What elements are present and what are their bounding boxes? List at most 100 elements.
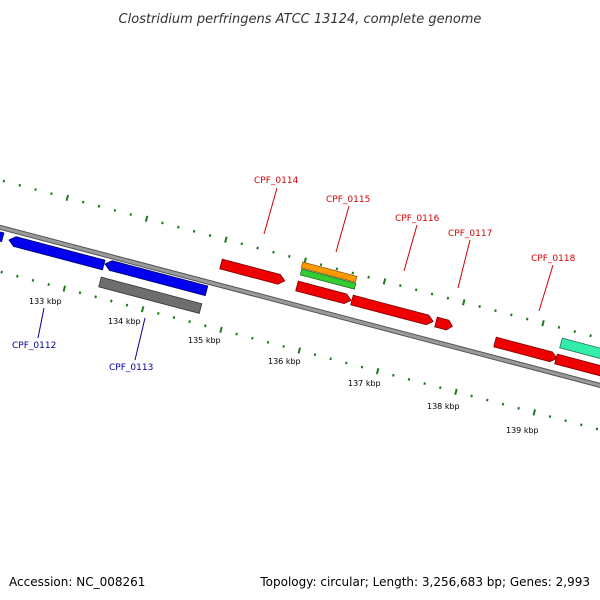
accession-text: Accession: NC_008261 bbox=[9, 575, 145, 589]
gene-feature-cpf0117[interactable] bbox=[434, 316, 454, 331]
major-tick bbox=[297, 347, 302, 354]
genome-backbone bbox=[0, 224, 600, 388]
major-tick bbox=[65, 194, 70, 202]
major-tick bbox=[454, 388, 458, 395]
minor-tick bbox=[97, 204, 101, 208]
minor-tick bbox=[399, 284, 402, 288]
gene-label-cpf0117[interactable]: CPF_0117 bbox=[448, 229, 492, 239]
major-tick bbox=[541, 320, 545, 327]
minor-tick bbox=[235, 332, 238, 336]
gene-feature-cpf0112[interactable] bbox=[8, 235, 106, 271]
gene-feature-right-red[interactable] bbox=[554, 353, 600, 380]
major-tick bbox=[532, 409, 537, 416]
minor-tick bbox=[319, 263, 323, 267]
gene-label-cpf0116[interactable]: CPF_0116 bbox=[395, 214, 440, 224]
minor-tick bbox=[345, 361, 348, 365]
gene-label-cpf0112[interactable]: CPF_0112 bbox=[12, 341, 56, 351]
minor-tick bbox=[50, 192, 53, 196]
minor-tick bbox=[329, 357, 332, 361]
minor-tick bbox=[486, 398, 489, 402]
gene-feature-right-teal[interactable] bbox=[559, 337, 600, 363]
minor-tick bbox=[282, 344, 285, 348]
minor-tick bbox=[573, 330, 577, 334]
minor-tick bbox=[125, 303, 129, 307]
minor-tick bbox=[34, 188, 37, 191]
gene-features bbox=[0, 226, 600, 380]
minor-tick bbox=[557, 325, 561, 329]
minor-tick bbox=[0, 270, 3, 274]
gene-feature-partial[interactable] bbox=[0, 226, 5, 243]
minor-tick bbox=[407, 377, 411, 381]
minor-tick bbox=[272, 250, 275, 254]
minor-tick bbox=[172, 316, 176, 319]
minor-tick bbox=[589, 334, 592, 338]
major-tick bbox=[219, 326, 223, 334]
minor-tick bbox=[110, 299, 113, 303]
minor-tick bbox=[256, 246, 259, 250]
minor-tick bbox=[510, 313, 513, 317]
gene-feature-cpf0113-blue[interactable] bbox=[104, 259, 209, 297]
minor-tick bbox=[240, 242, 244, 246]
gene-feature-cpf0115-green[interactable] bbox=[299, 268, 357, 290]
minor-tick bbox=[478, 305, 481, 308]
minor-tick bbox=[47, 283, 50, 286]
minor-tick bbox=[423, 382, 426, 386]
upper-tick-track bbox=[2, 179, 592, 338]
minor-tick bbox=[446, 296, 450, 300]
major-tick bbox=[375, 368, 380, 375]
scale-label: 136 kbp bbox=[268, 357, 301, 366]
gene-feature-cpf0114[interactable] bbox=[219, 258, 286, 286]
minor-tick bbox=[78, 291, 82, 295]
minor-tick bbox=[580, 423, 583, 427]
minor-tick bbox=[81, 200, 85, 204]
minor-tick bbox=[414, 288, 418, 292]
minor-tick bbox=[430, 292, 434, 296]
minor-tick bbox=[113, 208, 117, 212]
gene-label-cpf0114[interactable]: CPF_0114 bbox=[254, 176, 299, 186]
minor-tick bbox=[494, 309, 497, 313]
minor-tick bbox=[251, 336, 254, 340]
major-tick bbox=[140, 306, 145, 313]
topology-text: Topology: circular; Length: 3,256,683 bp… bbox=[259, 575, 590, 589]
minor-tick bbox=[2, 179, 6, 183]
scale-labels: 133 kbp 134 kbp 135 kbp 136 kbp 137 kbp … bbox=[29, 297, 539, 435]
gene-feature-cpf0115-orange[interactable] bbox=[300, 261, 358, 283]
gene-feature-cpf0113-grey[interactable] bbox=[98, 276, 203, 314]
minor-tick bbox=[367, 275, 370, 279]
minor-tick bbox=[564, 419, 567, 423]
gene-label-cpf0113[interactable]: CPF_0113 bbox=[109, 363, 153, 373]
minor-tick bbox=[525, 317, 529, 321]
scale-label: 139 kbp bbox=[506, 426, 539, 435]
minor-tick bbox=[266, 340, 270, 344]
minor-tick bbox=[335, 267, 339, 271]
lower-tick-track bbox=[0, 270, 599, 431]
minor-tick bbox=[470, 394, 473, 398]
gene-feature-cpf0118[interactable] bbox=[493, 336, 558, 363]
minor-tick bbox=[548, 415, 552, 419]
minor-tick bbox=[208, 234, 212, 237]
major-tick bbox=[224, 236, 228, 243]
gene-labels: CPF_0112 CPF_0113 CPF_0114 CPF_0115 CPF_… bbox=[12, 176, 576, 373]
gene-label-cpf0115[interactable]: CPF_0115 bbox=[326, 195, 370, 205]
minor-tick bbox=[31, 278, 35, 282]
gene-label-cpf0118[interactable]: CPF_0118 bbox=[531, 254, 576, 264]
major-tick bbox=[62, 285, 67, 292]
minor-tick bbox=[439, 386, 442, 390]
minor-tick bbox=[157, 311, 160, 315]
minor-tick bbox=[188, 320, 191, 324]
minor-tick bbox=[204, 324, 207, 328]
major-tick bbox=[462, 299, 466, 306]
gene-feature-cpf0116[interactable] bbox=[350, 294, 435, 326]
minor-tick bbox=[177, 225, 180, 229]
minor-tick bbox=[192, 229, 196, 233]
scale-label: 135 kbp bbox=[188, 336, 221, 345]
map-title: Clostridium perfringens ATCC 13124, comp… bbox=[119, 12, 482, 27]
minor-tick bbox=[392, 373, 395, 377]
gene-feature-cpf0115-red[interactable] bbox=[295, 280, 353, 305]
minor-tick bbox=[288, 254, 291, 258]
minor-tick bbox=[517, 406, 520, 410]
major-tick bbox=[382, 278, 387, 285]
minor-tick bbox=[94, 295, 97, 299]
minor-tick bbox=[313, 353, 317, 357]
minor-tick bbox=[351, 271, 355, 275]
